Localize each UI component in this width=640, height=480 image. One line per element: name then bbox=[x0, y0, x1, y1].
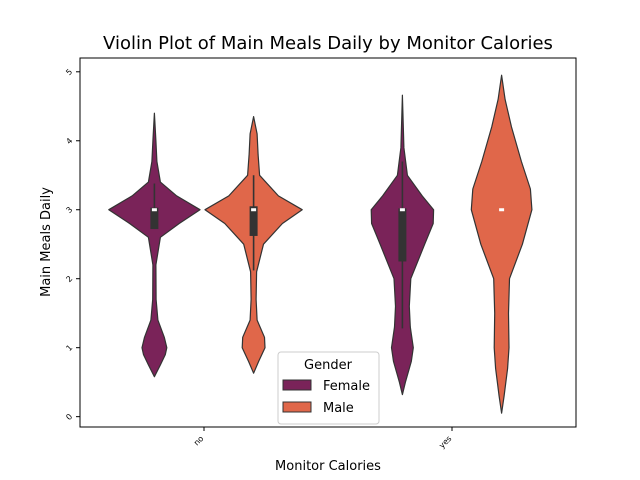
y-tick-label-4: 4 bbox=[64, 136, 74, 146]
legend-swatch-female bbox=[282, 379, 312, 391]
median-marker-male-yes bbox=[499, 208, 505, 212]
legend: Gender Female Male bbox=[277, 351, 380, 425]
legend-swatch-male bbox=[282, 401, 312, 413]
violin-male-yes bbox=[470, 74, 533, 414]
chart-title: Violin Plot of Main Meals Daily by Monit… bbox=[103, 33, 553, 54]
plot-frame bbox=[79, 57, 577, 428]
median-marker-male-no bbox=[251, 208, 257, 212]
iqr-box-male-no bbox=[249, 206, 258, 236]
iqr-box-female-yes bbox=[398, 208, 407, 262]
y-tick-label-5: 5 bbox=[64, 67, 74, 77]
violin-female-no bbox=[108, 112, 201, 378]
legend-label-male: Male bbox=[323, 401, 354, 416]
median-marker-female-yes bbox=[399, 208, 405, 212]
iqr-box-female-no bbox=[150, 207, 159, 230]
median-marker-female-no bbox=[151, 208, 157, 212]
y-axis-label: Main Meals Daily bbox=[39, 187, 54, 297]
y-tick-label-2: 2 bbox=[64, 274, 74, 284]
legend-label-female: Female bbox=[323, 379, 370, 394]
legend-title: Gender bbox=[304, 358, 353, 373]
y-tick-label-1: 1 bbox=[64, 343, 74, 353]
y-tick-label-3: 3 bbox=[64, 205, 74, 215]
plot-area bbox=[108, 74, 533, 414]
x-axis-label: Monitor Calories bbox=[275, 459, 381, 474]
y-tick-label-0: 0 bbox=[64, 412, 74, 422]
